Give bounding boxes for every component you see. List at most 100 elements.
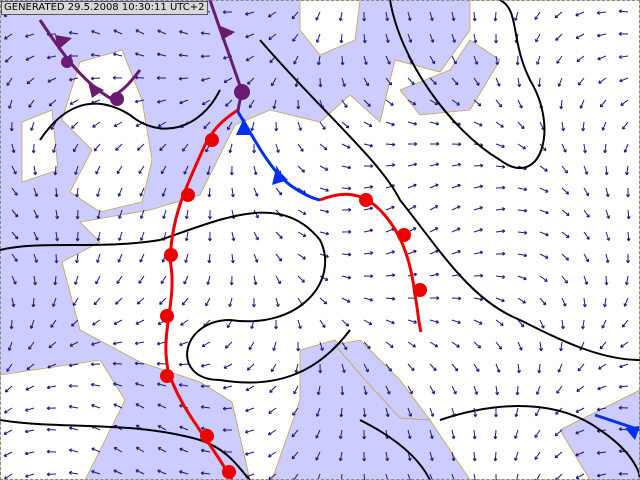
wind-arrow <box>451 11 456 22</box>
wind-arrow <box>46 449 57 454</box>
wind-arrow <box>200 54 211 59</box>
wind-arrow <box>297 143 304 152</box>
wind-arrow <box>181 297 189 306</box>
wind-arrow <box>156 52 167 57</box>
wind-arrow <box>75 209 80 220</box>
wind-arrow <box>362 33 367 44</box>
wind-arrow <box>178 362 189 367</box>
wind-arrow <box>118 231 123 241</box>
wind-arrow <box>473 206 483 211</box>
wind-arrow <box>451 55 457 65</box>
wind-arrow <box>429 429 434 440</box>
wind-arrow <box>179 99 189 105</box>
wind-arrow <box>626 253 630 264</box>
wind-arrow <box>495 77 501 87</box>
wind-arrow <box>493 451 498 462</box>
wind-arrow <box>225 99 233 107</box>
wind-arrow <box>341 165 352 170</box>
wind-arrow <box>296 99 301 110</box>
wind-arrow <box>229 165 234 176</box>
wind-arrow <box>429 407 435 417</box>
wind-arrow <box>117 253 123 263</box>
wind-arrow <box>618 471 629 476</box>
front-symbol <box>625 426 640 440</box>
wind-arrow <box>517 230 528 235</box>
wind-arrow <box>362 451 367 462</box>
wind-arrow <box>473 228 483 233</box>
wind-arrow <box>4 473 13 480</box>
wind-arrow <box>554 451 563 459</box>
wind-arrow <box>75 187 80 198</box>
wind-arrow <box>495 164 506 169</box>
wind-arrow <box>269 385 277 393</box>
wind-arrow <box>95 275 101 285</box>
wind-arrow <box>135 403 145 409</box>
wind-arrow <box>583 253 590 263</box>
wind-arrow <box>72 143 79 153</box>
wind-arrow <box>620 99 629 106</box>
wind-arrow <box>25 33 35 38</box>
wind-arrow <box>33 165 38 176</box>
wind-arrow <box>517 253 528 258</box>
wind-arrow <box>184 231 189 242</box>
wind-arrow <box>253 275 258 286</box>
wind-arrow <box>407 205 417 211</box>
wind-arrow <box>156 361 167 366</box>
wind-arrow <box>315 473 321 480</box>
wind-arrow <box>201 341 211 348</box>
wind-arrow <box>517 99 523 109</box>
wind-arrow <box>605 209 611 219</box>
wind-arrow <box>275 143 280 153</box>
wind-arrow <box>25 473 35 478</box>
wind-arrow <box>451 205 461 211</box>
wind-arrow <box>297 275 305 283</box>
ireland <box>21 109 59 183</box>
wind-arrow <box>626 231 631 242</box>
wind-arrow <box>385 121 395 127</box>
wind-arrow <box>318 77 323 88</box>
wind-arrow <box>315 11 321 21</box>
wind-arrow <box>576 385 585 392</box>
wind-arrow <box>341 275 352 280</box>
wind-arrow <box>385 33 390 44</box>
wind-arrow <box>9 319 14 330</box>
scandinavia <box>299 0 361 56</box>
wind-arrow <box>598 77 607 84</box>
wind-arrow <box>539 319 545 329</box>
wind-arrow <box>207 187 212 198</box>
wind-arrow <box>341 363 346 374</box>
wind-arrow <box>180 319 189 326</box>
wind-arrow <box>267 11 277 18</box>
wind-arrow <box>315 451 321 461</box>
wind-arrow <box>554 11 563 19</box>
wind-arrow <box>319 341 324 351</box>
wind-arrow <box>494 407 498 418</box>
wind-arrow <box>385 163 396 168</box>
wind-arrow <box>363 297 374 302</box>
wind-arrow <box>385 205 395 211</box>
wind-arrow <box>517 319 525 328</box>
wind-arrow <box>53 275 58 286</box>
wind-arrow <box>31 143 36 154</box>
wind-arrow <box>618 405 629 410</box>
wind-arrow <box>618 31 629 36</box>
wind-arrow <box>537 77 542 88</box>
wind-arrow <box>556 55 563 64</box>
wind-arrow <box>319 121 326 130</box>
wind-arrow <box>68 54 79 58</box>
wind-arrow <box>556 385 563 394</box>
wind-arrow <box>11 275 17 285</box>
wind-arrow <box>50 319 57 328</box>
wind-arrow <box>96 253 101 263</box>
wind-arrow <box>385 250 395 255</box>
wind-arrow <box>407 407 413 417</box>
wind-arrow <box>68 77 79 82</box>
wind-arrow <box>363 77 370 87</box>
wind-arrow <box>515 55 520 66</box>
wind-arrow <box>575 451 585 457</box>
wind-arrow <box>183 275 189 285</box>
wind-arrow <box>473 163 484 168</box>
wind-arrow <box>583 231 590 240</box>
wind-arrow <box>267 451 277 458</box>
wind-arrow <box>495 341 502 350</box>
